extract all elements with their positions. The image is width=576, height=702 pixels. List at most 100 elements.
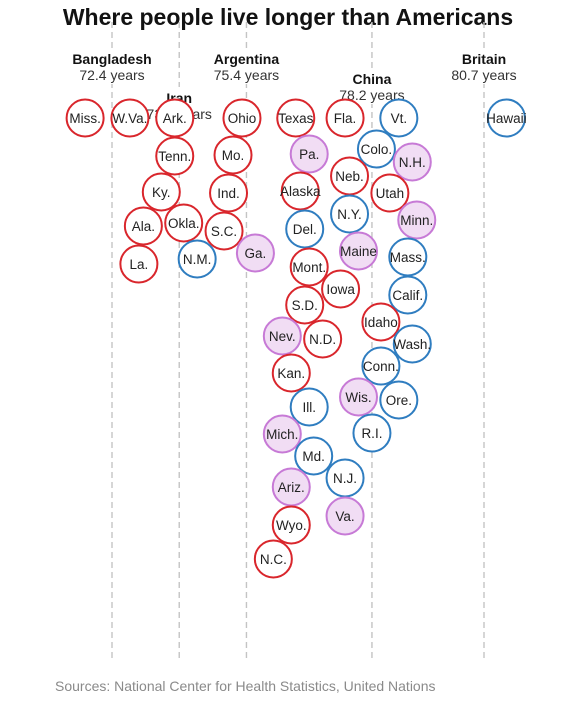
state-circle xyxy=(397,200,437,240)
state-label: Tenn. xyxy=(158,149,191,164)
reference-value-china: 78.2 years xyxy=(339,87,404,103)
state-circle xyxy=(235,233,275,273)
dot-hawaii: Hawaii xyxy=(486,98,527,138)
state-label: Hawaii xyxy=(486,111,527,126)
dot-ariz: Ariz. xyxy=(271,467,311,507)
state-label: Alaska xyxy=(280,184,321,199)
state-label: Pa. xyxy=(299,147,319,162)
reference-label-backing xyxy=(200,48,293,84)
state-label: Fla. xyxy=(334,111,357,126)
state-label: Ill. xyxy=(302,400,316,415)
state-label: Minn. xyxy=(400,213,433,228)
state-label: Mich. xyxy=(266,427,298,442)
state-label: Mont. xyxy=(292,260,326,275)
state-circle xyxy=(262,316,302,356)
dot-s-d: S.D. xyxy=(285,285,325,325)
state-circle xyxy=(289,387,329,427)
state-circle xyxy=(271,505,311,545)
state-circle xyxy=(204,211,244,251)
dot-neb: Neb. xyxy=(330,156,370,196)
state-circle xyxy=(119,244,159,284)
state-label: Ga. xyxy=(245,246,267,261)
state-label: Maine xyxy=(340,244,377,259)
state-label: Texas xyxy=(278,111,314,126)
dot-n-y: N.Y. xyxy=(330,194,370,234)
reference-label-backing xyxy=(438,48,530,84)
dot-ohio: Ohio xyxy=(222,98,262,138)
state-label: Utah xyxy=(376,186,405,201)
state-circle xyxy=(110,98,150,138)
state-label: Ala. xyxy=(132,219,155,234)
state-circle xyxy=(321,269,361,309)
state-label: N.J. xyxy=(333,471,357,486)
dot-minn: Minn. xyxy=(397,200,437,240)
state-label: N.M. xyxy=(183,252,212,267)
state-circle xyxy=(388,275,428,315)
reference-name-bangladesh: Bangladesh xyxy=(72,51,151,67)
state-circle xyxy=(271,353,311,393)
state-label: Miss. xyxy=(69,111,101,126)
dot-kan: Kan. xyxy=(271,353,311,393)
dot-n-m: N.M. xyxy=(177,239,217,279)
dot-del: Del. xyxy=(285,209,325,249)
dot-nev: Nev. xyxy=(262,316,302,356)
dot-tenn: Tenn. xyxy=(155,136,195,176)
reference-name-china: China xyxy=(353,71,392,87)
state-circle xyxy=(213,135,253,175)
state-circle xyxy=(289,134,329,174)
dot-r-i: R.I. xyxy=(352,413,392,453)
state-label: Ohio xyxy=(228,111,257,126)
dot-mont: Mont. xyxy=(289,247,329,287)
dot-va: Va. xyxy=(325,496,365,536)
dot-ill: Ill. xyxy=(289,387,329,427)
dot-iowa: Iowa xyxy=(321,269,361,309)
state-circle xyxy=(209,173,249,213)
dot-ark: Ark. xyxy=(155,98,195,138)
state-label: Nev. xyxy=(269,329,296,344)
dot-vt: Vt. xyxy=(379,98,419,138)
state-circle xyxy=(330,194,370,234)
state-circle xyxy=(155,136,195,176)
state-circle xyxy=(262,414,302,454)
state-circle xyxy=(253,539,293,579)
dot-mo: Mo. xyxy=(213,135,253,175)
reference-value-bangladesh: 72.4 years xyxy=(79,67,144,83)
state-circle xyxy=(325,496,365,536)
state-label: N.Y. xyxy=(337,207,362,222)
state-circle xyxy=(352,413,392,453)
reference-name-britain: Britain xyxy=(462,51,506,67)
dot-ind: Ind. xyxy=(209,173,249,213)
state-circle xyxy=(356,129,396,169)
state-circle xyxy=(285,285,325,325)
dot-colo: Colo. xyxy=(356,129,396,169)
dot-ala: Ala. xyxy=(123,206,163,246)
state-label: Mass. xyxy=(390,250,426,265)
state-circle xyxy=(289,247,329,287)
state-circle xyxy=(123,206,163,246)
reference-value-argentina: 75.4 years xyxy=(214,67,279,83)
chart-title: Where people live longer than Americans xyxy=(62,4,514,30)
dot-n-j: N.J. xyxy=(325,458,365,498)
dot-alaska: Alaska xyxy=(280,171,321,211)
dot-maine: Maine xyxy=(339,231,379,271)
state-circle xyxy=(361,302,401,342)
state-circle xyxy=(370,173,410,213)
dot-ga: Ga. xyxy=(235,233,275,273)
state-label: Ariz. xyxy=(278,480,305,495)
dot-pa: Pa. xyxy=(289,134,329,174)
state-label: Wash. xyxy=(393,337,431,352)
state-label: Neb. xyxy=(335,169,364,184)
state-label: Ind. xyxy=(217,186,240,201)
state-circle xyxy=(222,98,262,138)
state-label: Del. xyxy=(293,222,317,237)
state-label: Ky. xyxy=(152,185,171,200)
state-label: Kan. xyxy=(277,366,305,381)
state-label: Vt. xyxy=(391,111,408,126)
state-label: S.D. xyxy=(292,298,318,313)
state-circle xyxy=(65,98,105,138)
state-label: N.D. xyxy=(309,332,336,347)
state-circle xyxy=(325,98,365,138)
dot-idaho: Idaho xyxy=(361,302,401,342)
